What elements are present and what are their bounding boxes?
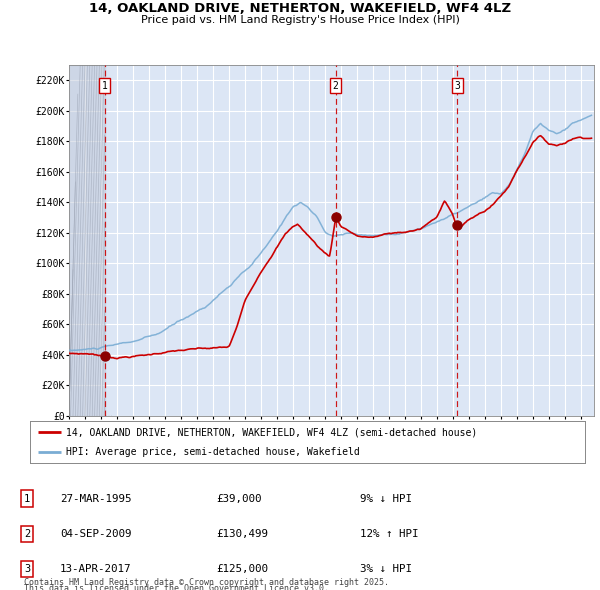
Text: 14, OAKLAND DRIVE, NETHERTON, WAKEFIELD, WF4 4LZ (semi-detached house): 14, OAKLAND DRIVE, NETHERTON, WAKEFIELD,… xyxy=(66,427,478,437)
Text: £130,499: £130,499 xyxy=(216,529,268,539)
Text: 3: 3 xyxy=(454,81,460,91)
Text: Price paid vs. HM Land Registry's House Price Index (HPI): Price paid vs. HM Land Registry's House … xyxy=(140,15,460,25)
Text: HPI: Average price, semi-detached house, Wakefield: HPI: Average price, semi-detached house,… xyxy=(66,447,360,457)
Text: 13-APR-2017: 13-APR-2017 xyxy=(60,565,131,574)
Text: 3% ↓ HPI: 3% ↓ HPI xyxy=(360,565,412,574)
Text: 27-MAR-1995: 27-MAR-1995 xyxy=(60,494,131,503)
Text: 14, OAKLAND DRIVE, NETHERTON, WAKEFIELD, WF4 4LZ: 14, OAKLAND DRIVE, NETHERTON, WAKEFIELD,… xyxy=(89,2,511,15)
Text: 2: 2 xyxy=(24,529,30,539)
Text: Contains HM Land Registry data © Crown copyright and database right 2025.: Contains HM Land Registry data © Crown c… xyxy=(24,578,389,587)
Text: 2: 2 xyxy=(332,81,338,91)
Text: 3: 3 xyxy=(24,565,30,574)
Text: 9% ↓ HPI: 9% ↓ HPI xyxy=(360,494,412,503)
Text: This data is licensed under the Open Government Licence v3.0.: This data is licensed under the Open Gov… xyxy=(24,584,329,590)
Text: £39,000: £39,000 xyxy=(216,494,262,503)
Text: £125,000: £125,000 xyxy=(216,565,268,574)
Text: 1: 1 xyxy=(24,494,30,503)
Text: 1: 1 xyxy=(102,81,107,91)
Text: 12% ↑ HPI: 12% ↑ HPI xyxy=(360,529,419,539)
Text: 04-SEP-2009: 04-SEP-2009 xyxy=(60,529,131,539)
